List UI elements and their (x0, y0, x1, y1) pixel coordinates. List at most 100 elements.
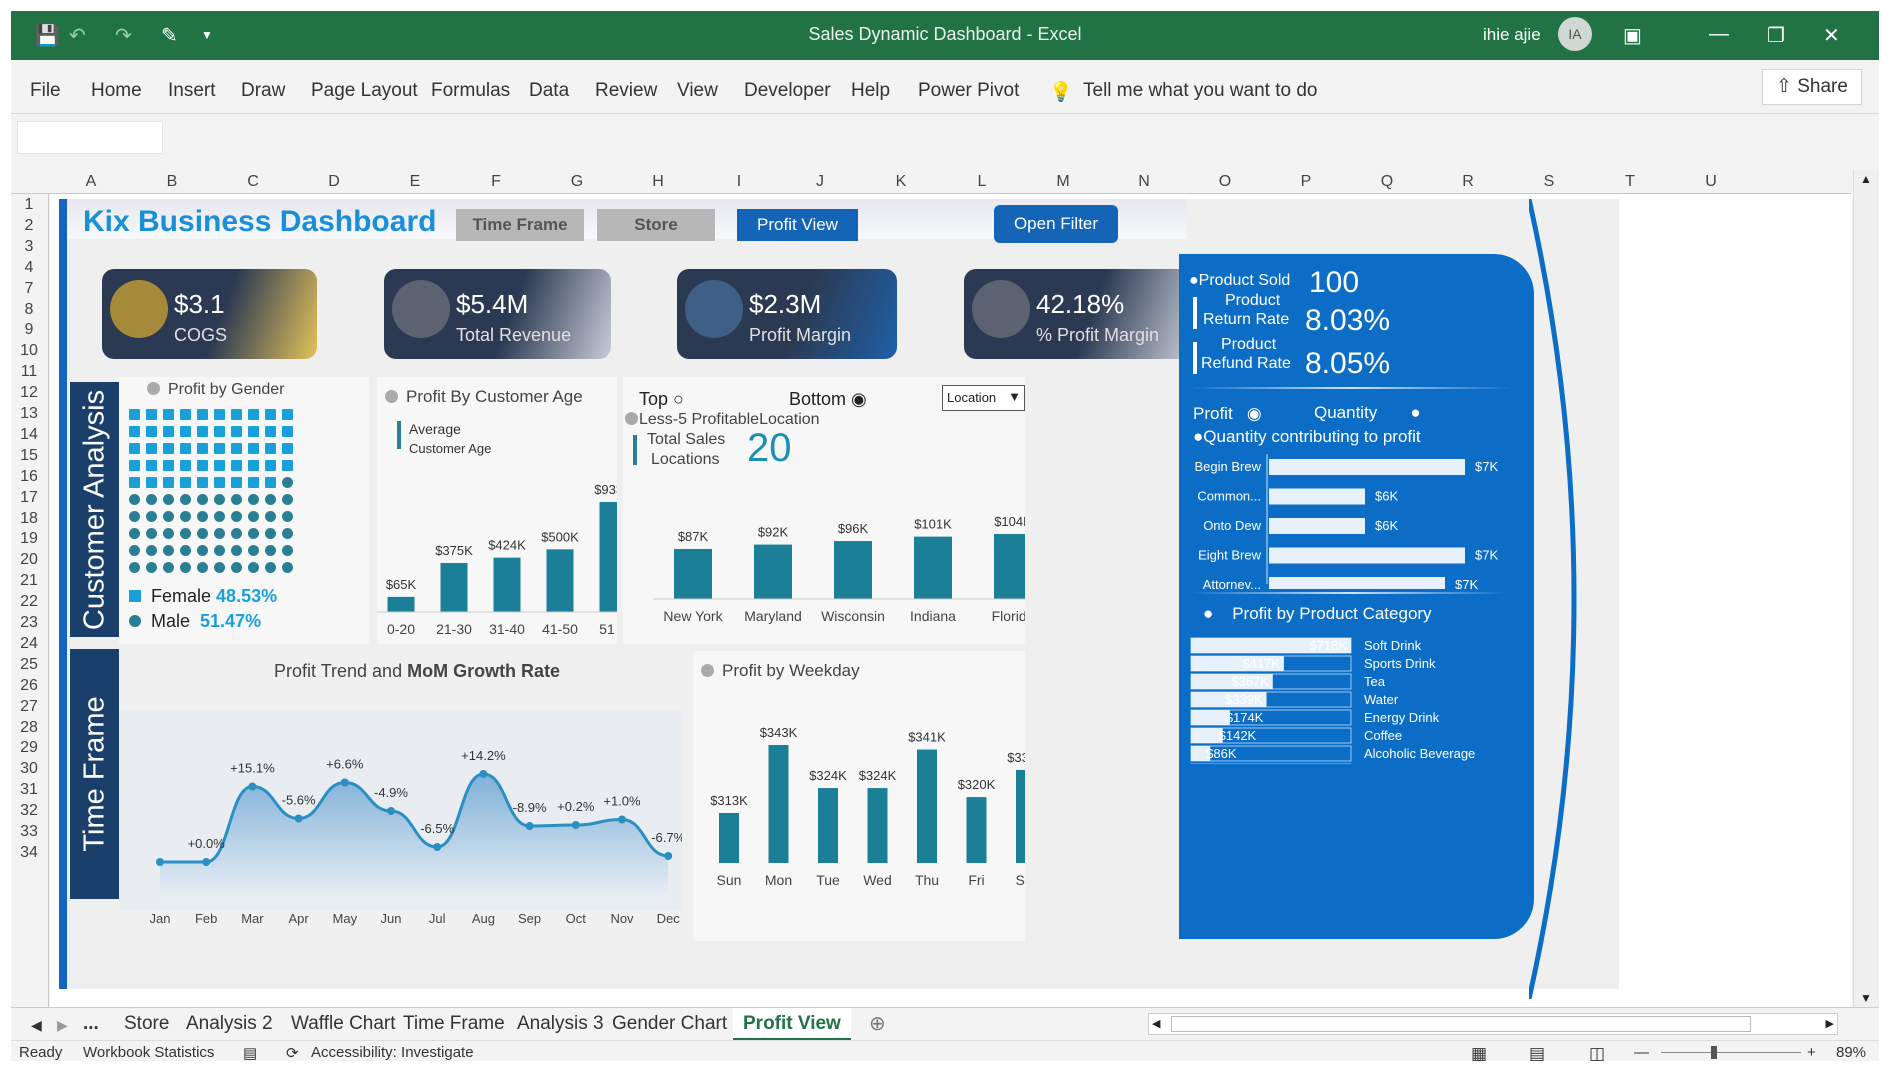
sheet-tab-store[interactable]: Store (124, 1013, 170, 1034)
row-header[interactable]: 27 (20, 697, 38, 715)
row-header[interactable]: 21 (20, 572, 38, 590)
row-header[interactable]: 28 (20, 718, 38, 736)
scroll-left-icon[interactable]: ◀ (1152, 1018, 1161, 1030)
form-icon[interactable]: ✎ (161, 25, 178, 47)
row-header[interactable]: 26 (20, 676, 38, 694)
column-header[interactable]: N (1138, 173, 1150, 190)
page-break-icon[interactable]: ◫ (1589, 1044, 1606, 1061)
tab-view[interactable]: View (677, 80, 718, 101)
prev-sheet-icon[interactable]: ◀ (31, 1017, 42, 1033)
zoom-thumb[interactable] (1711, 1046, 1717, 1059)
add-sheet-icon[interactable]: ⊕ (869, 1013, 886, 1035)
row-header[interactable]: 24 (20, 634, 38, 652)
row-header[interactable]: 2 (24, 216, 34, 234)
sheet-tab-analysis-2[interactable]: Analysis 2 (186, 1013, 273, 1034)
row-header[interactable]: 30 (20, 760, 38, 778)
undo-icon[interactable]: ↶ (69, 25, 86, 47)
tab-draw[interactable]: Draw (241, 80, 286, 101)
tab-insert[interactable]: Insert (168, 80, 216, 101)
top-radio[interactable]: Top ○ (639, 389, 684, 410)
workbook-statistics[interactable]: Workbook Statistics (83, 1044, 215, 1061)
column-header[interactable]: I (736, 173, 742, 190)
worksheet[interactable]: Kix Business Dashboard Time Frame Store … (50, 194, 1852, 1007)
column-header[interactable]: Q (1380, 173, 1394, 190)
column-header[interactable]: P (1300, 173, 1312, 190)
time-frame-button[interactable]: Time Frame (456, 209, 584, 241)
column-header[interactable]: S (1543, 173, 1555, 190)
column-header[interactable]: B (166, 173, 178, 190)
column-header[interactable]: J (816, 173, 824, 190)
tab-help[interactable]: Help (851, 80, 891, 101)
row-header[interactable]: 34 (20, 843, 38, 861)
vertical-scrollbar[interactable]: ▲ ▼ (1853, 170, 1879, 1007)
restore-icon[interactable]: ❐ (1767, 25, 1785, 47)
customize-qat-icon[interactable]: ▼ (201, 28, 213, 42)
row-header[interactable]: 33 (20, 823, 38, 840)
tab-data[interactable]: Data (529, 80, 570, 101)
redo-icon[interactable]: ↷ (115, 25, 132, 47)
tab-review[interactable]: Review (595, 80, 658, 101)
profit-radio[interactable]: Profit ◉ (1193, 404, 1262, 423)
sheet-tab-time-frame[interactable]: Time Frame (403, 1013, 505, 1034)
row-header[interactable]: 19 (20, 530, 38, 548)
scroll-thumb[interactable] (1171, 1016, 1751, 1032)
tab-file[interactable]: File (30, 80, 61, 101)
row-header[interactable]: 32 (20, 802, 38, 820)
row-header[interactable]: 3 (24, 237, 34, 255)
zoom-out-icon[interactable]: — (1634, 1044, 1649, 1061)
row-header[interactable]: 10 (20, 342, 38, 360)
row-header[interactable]: 18 (20, 509, 38, 527)
next-sheet-icon[interactable]: ▶ (57, 1017, 68, 1033)
row-header[interactable]: 4 (24, 258, 34, 276)
row-header[interactable]: 13 (20, 405, 38, 422)
sheet-tab-waffle-chart[interactable]: Waffle Chart (291, 1013, 396, 1034)
row-header[interactable]: 11 (20, 363, 38, 381)
row-header[interactable]: 15 (20, 446, 38, 464)
column-header[interactable]: K (895, 173, 907, 190)
column-header[interactable]: R (1462, 173, 1474, 190)
share-button[interactable]: ⇧ Share (1762, 69, 1862, 105)
zoom-in-icon[interactable]: + (1807, 1044, 1816, 1061)
bottom-radio[interactable]: Bottom ◉ (789, 389, 867, 410)
row-header[interactable]: 29 (20, 739, 38, 757)
minimize-icon[interactable]: — (1709, 23, 1729, 45)
row-header[interactable]: 12 (20, 384, 38, 402)
row-header[interactable]: 20 (20, 551, 38, 569)
row-header[interactable]: 7 (24, 279, 34, 297)
column-header[interactable]: G (570, 173, 584, 190)
row-header[interactable]: 1 (24, 196, 34, 213)
close-icon[interactable]: ✕ (1823, 25, 1840, 47)
avatar[interactable]: IA (1558, 17, 1592, 51)
profit-view-button[interactable]: Profit View (737, 209, 858, 241)
column-header[interactable]: A (85, 173, 97, 190)
scroll-up-icon[interactable]: ▲ (1860, 172, 1872, 186)
column-header[interactable]: F (491, 173, 501, 190)
location-dropdown[interactable]: Location ▼ (942, 385, 1025, 411)
name-box[interactable] (17, 121, 163, 154)
row-header[interactable]: 16 (20, 467, 38, 485)
scroll-right-icon[interactable]: ▶ (1825, 1018, 1834, 1030)
column-header[interactable]: D (328, 173, 340, 190)
more-sheets[interactable]: ... (83, 1013, 99, 1034)
row-header[interactable]: 9 (24, 321, 34, 339)
accessibility-status[interactable]: Accessibility: Investigate (311, 1044, 474, 1061)
tab-page-layout[interactable]: Page Layout (311, 80, 418, 101)
save-icon[interactable]: 💾 (35, 25, 60, 47)
row-header[interactable]: 23 (20, 614, 38, 631)
column-header[interactable]: O (1218, 173, 1232, 190)
row-header[interactable]: 31 (20, 781, 38, 799)
row-header[interactable]: 8 (24, 300, 34, 318)
tab-power-pivot[interactable]: Power Pivot (918, 80, 1020, 101)
horizontal-scrollbar[interactable]: ◀ ▶ (1148, 1013, 1838, 1035)
column-header[interactable]: L (977, 173, 987, 190)
page-layout-icon[interactable]: ▤ (1529, 1044, 1546, 1061)
row-header[interactable]: 17 (20, 488, 38, 506)
macro-record-icon[interactable]: ▤ (243, 1045, 258, 1061)
zoom-level[interactable]: 89% (1836, 1044, 1867, 1061)
column-header[interactable]: T (1625, 173, 1635, 190)
accessibility-icon[interactable]: ⟳ (286, 1045, 299, 1061)
open-filter-button[interactable]: Open Filter (994, 205, 1118, 243)
row-header[interactable]: 14 (20, 425, 38, 443)
quantity-radio[interactable]: Quantity ● (1314, 403, 1421, 422)
zoom-slider[interactable] (1661, 1052, 1801, 1053)
